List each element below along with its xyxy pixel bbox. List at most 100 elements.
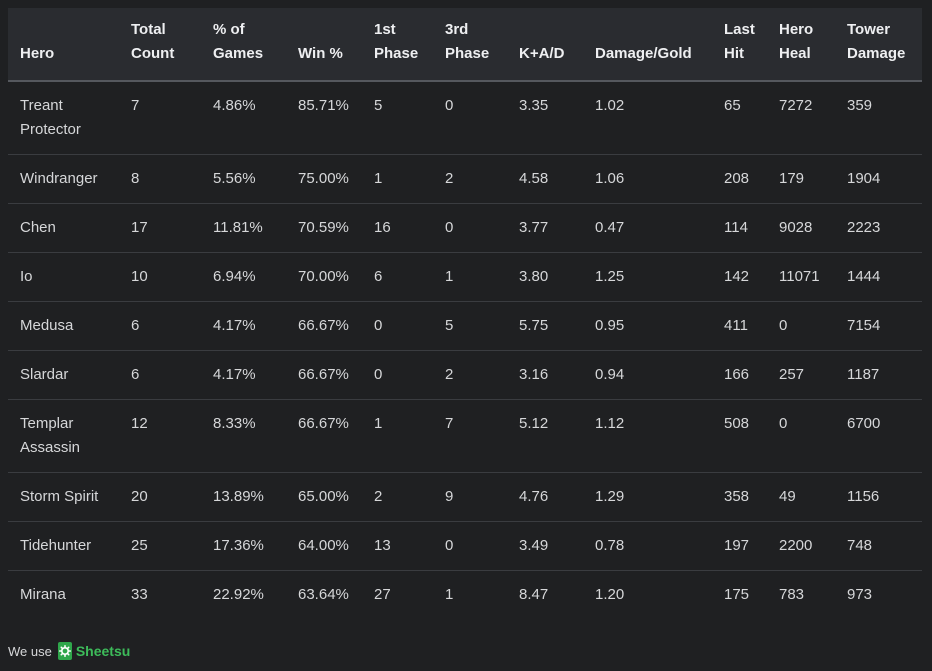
cell-tower-damage: 7154 [835,301,922,351]
cell-last-hit: 508 [712,399,767,473]
text-line: Damage/Gold [595,45,692,62]
cell-3rd-phase: 0 [445,97,454,114]
cell-win: 66.67% [286,350,362,400]
sheetsu-gear-icon [57,642,72,660]
hero-name-cell: Slardar [8,350,119,400]
cell-win: 65.00% [286,472,362,522]
cell-win: 63.64% [286,570,362,619]
text-line: Assassin [20,439,81,456]
cell-of-games: 4.17% [201,350,286,400]
cell-hero-heal: 49 [767,472,835,522]
cell-3rd-phase: 2 [433,154,507,204]
cell-total-count: 25 [119,521,201,571]
cell-of-games: 17.36% [201,521,286,571]
cell-total-count: 20 [119,472,201,522]
cell-1st-phase: 16 [362,203,433,253]
cell-last-hit: 358 [712,472,767,522]
text-line: Protector [20,121,81,138]
cell-win: 70.00% [286,252,362,302]
table-row: Templar Assassin 12 8.33% 66.67% 1 7 5.12 1.12 50… [8,399,922,473]
cell-1st-phase: 1 [362,399,433,473]
cell-last-hit: 65 [724,97,741,114]
cell-1st-phase: 27 [362,570,433,619]
cell-k-a-d: 3.77 [507,203,583,253]
cell-damage-gold: 0.94 [583,350,712,400]
column-header-total-count: Total Count [119,8,201,82]
hero-stats-table: Hero Total Count % of Games Win % 1st Phase 3rd P… [8,8,922,619]
cell-damage-gold: 1.12 [583,399,712,473]
sheetsu-link[interactable]: Sheetsu [57,642,130,660]
table-row: Slardar 6 4.17% 66.67% 0 2 3.16 0.94 166 257 1187 [8,350,922,400]
cell-last-hit: 166 [712,350,767,400]
column-header-hero: Hero [8,8,119,82]
text-line: Tower [847,21,891,38]
cell-hero-heal: 9028 [767,203,835,253]
table-body: Treant Protector 7 4.86% 85.71% 5 0 3.35 1.02 65 7… [8,81,922,619]
table-row: Io 10 6.94% 70.00% 6 1 3.80 1.25 142 11071 1444 [8,252,922,302]
cell-hero-heal: 0 [767,301,835,351]
cell-total-count: 6 [119,350,201,400]
cell-damage-gold: 1.20 [583,570,712,619]
cell-3rd-phase: 0 [433,203,507,253]
cell-k-a-d: 4.58 [507,154,583,204]
column-header-k-a-d: K+A/D [507,8,583,82]
text-line: Chen [20,219,56,236]
cell-tower-damage: 1187 [835,350,922,400]
text-line: % of [213,21,245,38]
cell-k-a-d: 8.47 [507,570,583,619]
cell-total-count: 10 [119,252,201,302]
hero-name-cell: Tidehunter [8,521,119,571]
text-line: Last [724,21,755,38]
text-line: Hit [724,45,744,62]
footer: We use Sheetsu [8,638,130,664]
table-row: Tidehunter 25 17.36% 64.00% 13 0 3.49 0.78 197 22… [8,521,922,571]
cell-k-a-d: 4.76 [507,472,583,522]
cell-1st-phase: 0 [362,350,433,400]
text-line: Total [131,21,166,38]
cell-win: 66.67% [286,301,362,351]
cell-1st-phase: 13 [362,521,433,571]
cell-k-a-d: 3.49 [507,521,583,571]
cell-tower-damage: 359 [847,97,873,114]
column-header-last-hit: Last Hit [712,8,767,82]
table-row: Chen 17 11.81% 70.59% 16 0 3.77 0.47 114 9028 2223 [8,203,922,253]
cell-damage-gold: 1.25 [583,252,712,302]
cell-tower-damage: 973 [835,570,922,619]
cell-of-games: 8.33% [201,399,286,473]
text-line: Phase [445,45,490,62]
text-line: Hero [20,45,55,62]
cell-of-games: 4.17% [201,301,286,351]
column-header-1st-phase: 1st Phase [362,8,433,82]
cell-last-hit: 175 [712,570,767,619]
text-line: Games [213,45,264,62]
cell-total-count: 17 [119,203,201,253]
cell-total-count: 8 [119,154,201,204]
cell-hero-heal: 783 [767,570,835,619]
hero-name-cell: Storm Spirit [8,472,119,522]
cell-tower-damage: 1904 [835,154,922,204]
column-header-win: Win % [286,8,362,82]
cell-k-a-d: 5.75 [507,301,583,351]
hero-name-cell: Windranger [8,154,119,204]
cell-of-games: 11.81% [201,203,286,253]
cell-last-hit: 411 [712,301,767,351]
cell-3rd-phase: 7 [433,399,507,473]
cell-last-hit: 208 [712,154,767,204]
cell-last-hit: 197 [712,521,767,571]
column-header-damage-gold: Damage/Gold [583,8,712,82]
column-header-3rd-phase: 3rd Phase [433,8,507,82]
cell-k-a-d: 3.16 [507,350,583,400]
text-line: Phase [374,45,419,62]
cell-damage-gold: 0.78 [583,521,712,571]
cell-tower-damage: 1156 [835,472,922,522]
cell-of-games: 5.56% [201,154,286,204]
cell-win: 70.59% [286,203,362,253]
cell-3rd-phase: 0 [433,521,507,571]
cell-1st-phase: 2 [362,472,433,522]
cell-total-count: 6 [119,301,201,351]
text-line: Io [20,268,33,285]
cell-k-a-d: 3.35 [519,97,549,114]
cell-last-hit: 114 [712,203,767,253]
hero-stats-container: Hero Total Count % of Games Win % 1st Phase 3rd P… [8,8,922,619]
cell-3rd-phase: 2 [433,350,507,400]
